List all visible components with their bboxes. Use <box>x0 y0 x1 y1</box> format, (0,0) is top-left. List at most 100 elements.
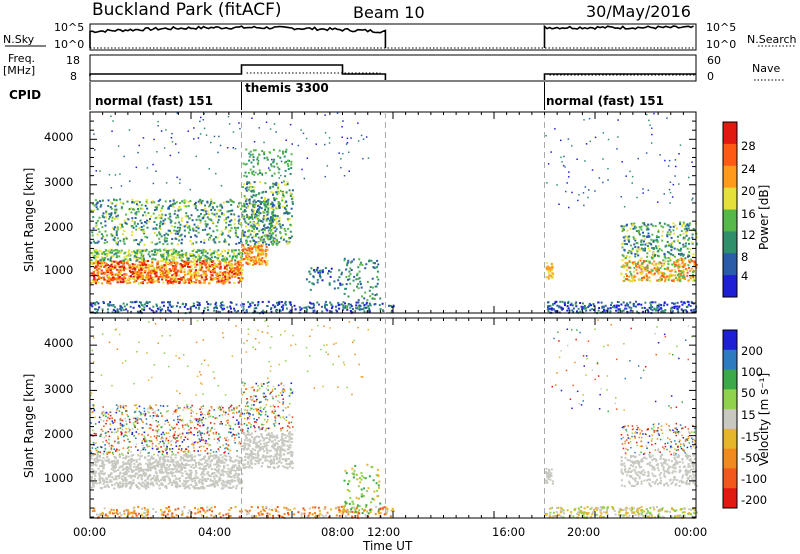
data-cell <box>263 153 266 156</box>
data-cell <box>654 224 657 227</box>
data-cell <box>167 207 170 210</box>
data-cell <box>167 308 170 311</box>
data-cell <box>118 270 121 273</box>
data-cell <box>226 306 229 309</box>
data-cell <box>175 201 178 204</box>
data-cell <box>237 219 240 222</box>
data-cell <box>683 238 686 241</box>
data-cell <box>213 250 216 253</box>
data-cell <box>216 484 219 487</box>
data-cell <box>120 265 123 268</box>
data-cell <box>359 283 362 286</box>
data-cell <box>172 270 176 272</box>
data-cell <box>179 471 182 474</box>
data-cell <box>220 487 224 490</box>
data-cell <box>138 306 141 308</box>
data-cell <box>115 264 118 267</box>
data-cell <box>106 459 109 462</box>
data-cell <box>171 474 174 477</box>
data-cell <box>114 465 117 468</box>
data-cell <box>119 173 121 175</box>
data-cell <box>167 279 170 282</box>
data-cell <box>173 479 176 482</box>
data-cell <box>169 229 171 232</box>
data-cell <box>183 464 187 467</box>
data-cell <box>156 252 159 254</box>
data-cell <box>686 271 689 274</box>
data-cell <box>626 262 629 265</box>
data-cell <box>161 275 164 278</box>
data-cell <box>257 254 259 257</box>
data-cell <box>181 482 184 485</box>
data-cell <box>184 261 187 264</box>
data-cell <box>188 231 190 234</box>
data-cell <box>240 279 243 282</box>
data-cell <box>198 218 201 221</box>
data-cell <box>548 274 551 277</box>
data-cell <box>92 464 95 467</box>
data-cell <box>285 200 288 203</box>
data-cell <box>203 250 206 253</box>
data-cell <box>264 240 267 243</box>
data-cell <box>231 250 234 253</box>
data-cell <box>245 311 248 314</box>
data-cell <box>228 236 231 239</box>
data-cell <box>238 274 241 276</box>
data-cell <box>192 302 195 305</box>
data-cell <box>196 304 199 307</box>
data-cell <box>210 234 213 237</box>
data-cell <box>219 460 222 463</box>
data-cell <box>91 471 94 474</box>
data-cell <box>159 265 162 268</box>
data-cell <box>189 188 191 191</box>
data-cell <box>183 225 186 228</box>
data-cell <box>671 196 674 198</box>
data-cell <box>135 460 138 463</box>
data-cell <box>164 466 167 469</box>
data-cell <box>202 119 205 121</box>
data-cell <box>256 227 259 230</box>
data-cell <box>340 271 343 274</box>
data-cell <box>195 484 198 486</box>
data-cell <box>276 301 278 304</box>
data-cell <box>253 141 256 143</box>
data-cell <box>125 455 128 458</box>
data-cell <box>152 182 155 185</box>
data-cell <box>229 268 233 271</box>
nsearch-label: N.Search <box>747 33 797 46</box>
data-cell <box>272 182 275 185</box>
data-cell <box>666 251 669 253</box>
data-cell <box>551 275 554 278</box>
data-cell <box>200 249 203 252</box>
data-cell <box>106 241 109 244</box>
data-cell <box>337 279 340 282</box>
data-cell <box>258 230 261 233</box>
data-cell <box>138 269 141 272</box>
data-cell <box>648 270 651 273</box>
data-cell <box>368 310 371 313</box>
data-cell <box>122 238 125 241</box>
data-cell <box>241 272 244 275</box>
data-cell <box>276 166 279 169</box>
data-cell <box>139 467 142 469</box>
data-cell <box>305 308 308 311</box>
data-cell <box>226 473 229 476</box>
data-cell <box>356 274 359 277</box>
data-cell <box>323 304 326 307</box>
data-cell <box>265 121 268 123</box>
data-cell <box>213 238 216 241</box>
data-cell <box>623 225 626 228</box>
data-cell <box>199 222 202 224</box>
data-cell <box>228 255 231 258</box>
data-cell <box>259 258 262 261</box>
data-cell <box>357 301 360 304</box>
data-cell <box>185 212 188 215</box>
data-cell <box>154 250 156 253</box>
data-cell <box>652 240 655 243</box>
data-cell <box>211 274 214 277</box>
data-cell <box>187 259 190 262</box>
data-cell <box>186 263 190 266</box>
data-cell <box>181 256 184 259</box>
data-cell <box>259 236 262 239</box>
data-cell <box>261 150 264 152</box>
